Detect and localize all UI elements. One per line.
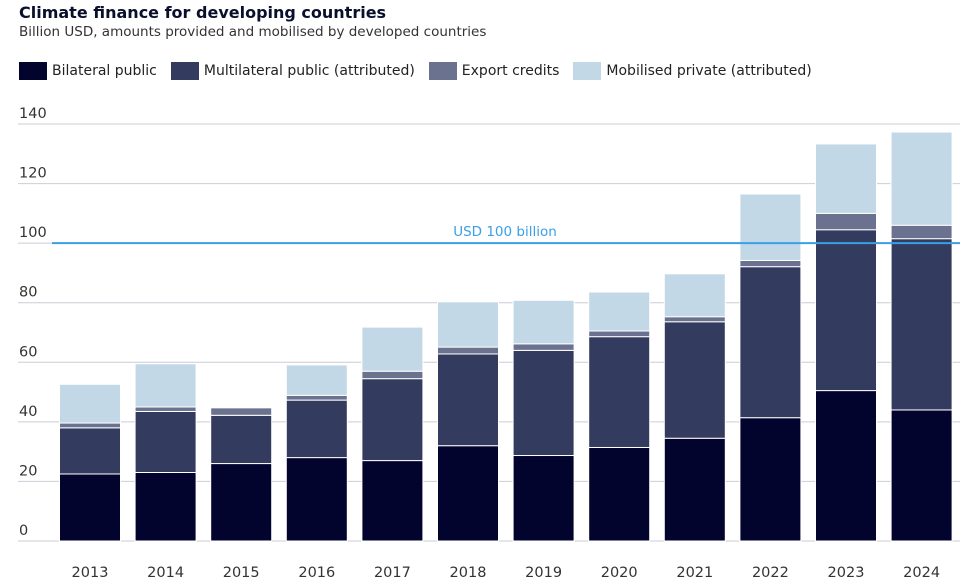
- x-tick-label: 2013: [72, 565, 109, 581]
- legend-label: Export credits: [461, 63, 560, 79]
- bar-segment: [588, 330, 651, 338]
- chart-subtitle: Billion USD, amounts provided and mobili…: [19, 24, 487, 40]
- bar-segment: [210, 463, 273, 542]
- bar-segment: [890, 409, 953, 542]
- legend-swatch: [573, 62, 602, 80]
- bar-segment: [134, 363, 197, 408]
- bar-segment: [739, 266, 802, 419]
- bar-segment: [59, 427, 121, 475]
- legend-item-bilateral-public: Bilateral public: [19, 62, 157, 80]
- bar-segment: [512, 343, 575, 351]
- bar-segment: [663, 273, 726, 318]
- bar-segment: [285, 394, 348, 401]
- bar-segment: [890, 238, 953, 411]
- bar-segment: [663, 437, 726, 542]
- y-tick-label: 120: [19, 166, 47, 182]
- bar-segment: [815, 143, 877, 214]
- bar-segment: [815, 229, 877, 392]
- x-tick-label: 2023: [828, 565, 865, 581]
- x-tick-label: 2022: [752, 565, 789, 581]
- bar-segment: [588, 291, 651, 332]
- legend-label: Multilateral public (attributed): [203, 63, 415, 79]
- y-tick-label: 40: [19, 404, 37, 420]
- bar-segment: [739, 417, 802, 542]
- bar-segment: [210, 407, 273, 416]
- y-tick-label: 140: [19, 106, 47, 122]
- legend-label: Mobilised private (attributed): [606, 63, 812, 79]
- bar-segment: [134, 471, 197, 542]
- bar-segment: [890, 224, 953, 240]
- bar-segment: [815, 212, 877, 231]
- x-tick-label: 2014: [147, 565, 184, 581]
- x-tick-label: 2019: [525, 565, 562, 581]
- legend-swatch: [428, 62, 457, 80]
- legend-item-multilateral-public: Multilateral public (attributed): [170, 62, 415, 80]
- bar-segment: [588, 446, 651, 542]
- bar-segment: [210, 414, 273, 465]
- x-tick-label: 2024: [903, 565, 940, 581]
- x-tick-label: 2018: [450, 565, 487, 581]
- chart-title: Climate finance for developing countries: [19, 3, 387, 22]
- bar-segment: [890, 131, 953, 226]
- legend-label: Bilateral public: [52, 63, 157, 79]
- y-tick-label: 20: [19, 463, 37, 479]
- legend-item-export-credits: Export credits: [428, 62, 560, 80]
- bar-segment: [361, 370, 424, 380]
- bar-segment: [588, 336, 651, 448]
- bar-segment: [815, 390, 877, 542]
- bar-segment: [512, 299, 575, 345]
- legend: Bilateral public Multilateral public (at…: [19, 62, 826, 80]
- bar-segment: [437, 301, 499, 348]
- bar-segment: [59, 473, 121, 542]
- y-tick-label: 100: [19, 225, 47, 241]
- x-tick-label: 2017: [374, 565, 411, 581]
- x-tick-label: 2015: [223, 565, 260, 581]
- x-tick-label: 2016: [298, 565, 335, 581]
- y-tick-label: 80: [19, 285, 37, 301]
- y-tick-label: 60: [19, 344, 37, 360]
- legend-swatch: [19, 62, 47, 80]
- x-tick-label: 2020: [601, 565, 638, 581]
- legend-item-mobilised-private: Mobilised private (attributed): [573, 62, 812, 80]
- legend-swatch: [170, 62, 199, 80]
- bar-segment: [285, 457, 348, 542]
- x-tick-label: 2021: [676, 565, 713, 581]
- reference-line-label: USD 100 billion: [453, 224, 557, 240]
- bar-segment: [361, 326, 424, 372]
- bar-segment: [739, 193, 802, 261]
- bar-segment: [663, 321, 726, 439]
- bar-segment: [134, 406, 197, 412]
- bar-segment: [285, 364, 348, 396]
- bar-segment: [361, 378, 424, 462]
- bar-segment: [285, 399, 348, 459]
- bar-segment: [437, 445, 499, 542]
- bar-segment: [437, 353, 499, 447]
- bar-segment: [361, 460, 424, 542]
- bar-segment: [59, 383, 121, 424]
- bar-segment: [134, 410, 197, 473]
- y-tick-label: 0: [19, 523, 28, 539]
- bar-segment: [437, 346, 499, 355]
- bar-segment: [512, 349, 575, 457]
- bar-segment: [59, 422, 121, 429]
- bar-segment: [512, 455, 575, 542]
- bar-segment: [663, 316, 726, 323]
- bar-segment: [739, 259, 802, 268]
